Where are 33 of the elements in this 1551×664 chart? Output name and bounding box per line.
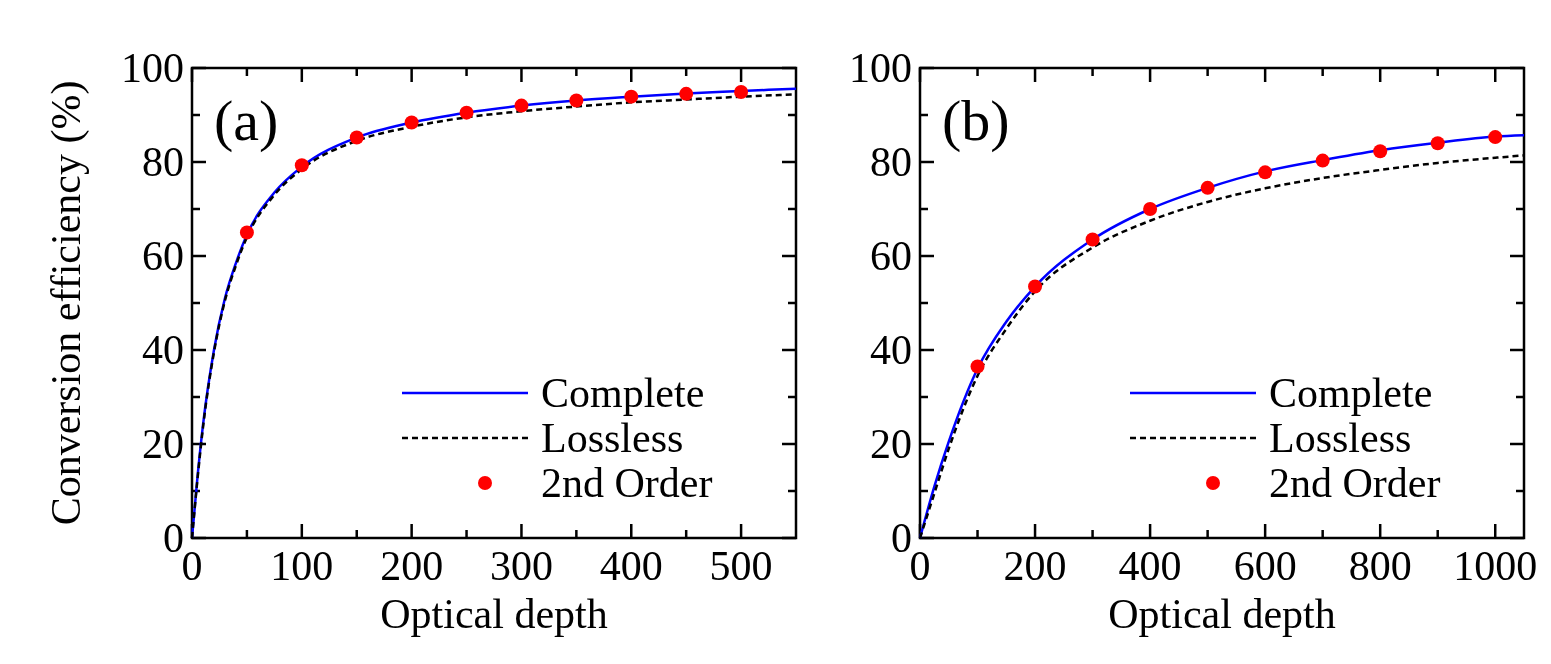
y-tick-label: 60 xyxy=(870,233,912,279)
x-tick-label: 600 xyxy=(1233,543,1297,589)
y-tick-label: 20 xyxy=(142,421,184,467)
x-tick-label: 300 xyxy=(489,543,553,589)
x-tick-label: 200 xyxy=(1003,543,1067,589)
y-tick-label: 40 xyxy=(142,327,184,373)
legend-label: Lossless xyxy=(1269,415,1412,461)
legend-label: Complete xyxy=(1269,370,1433,416)
y-tick-label: 0 xyxy=(891,515,912,561)
annotation: (b) xyxy=(942,88,1010,153)
annotation: (a) xyxy=(214,88,279,153)
legend-label: 2nd Order xyxy=(541,460,713,506)
y-axis-title: Conversion efficiency (%) xyxy=(43,80,90,526)
legend-label: Lossless xyxy=(541,415,684,461)
x-tick-label: 800 xyxy=(1348,543,1412,589)
x-tick-label: 500 xyxy=(709,543,773,589)
x-tick-label: 100 xyxy=(270,543,334,589)
legend-label: Complete xyxy=(541,370,705,416)
x-axis-title: Optical depth xyxy=(1108,591,1336,637)
y-tick-label: 80 xyxy=(142,139,184,185)
y-tick-label: 80 xyxy=(870,139,912,185)
x-tick-label: 200 xyxy=(380,543,444,589)
y-tick-label: 60 xyxy=(142,233,184,279)
y-tick-label: 100 xyxy=(849,45,912,91)
x-tick-label: 400 xyxy=(1118,543,1182,589)
x-tick-label: 400 xyxy=(599,543,663,589)
y-tick-label: 100 xyxy=(121,45,184,91)
y-tick-label: 40 xyxy=(870,327,912,373)
y-tick-label: 20 xyxy=(870,421,912,467)
y-tick-label: 0 xyxy=(163,515,184,561)
x-tick-label: 1000 xyxy=(1453,543,1538,589)
x-axis-title: Optical depth xyxy=(380,591,608,637)
legend-label: 2nd Order xyxy=(1269,460,1441,506)
